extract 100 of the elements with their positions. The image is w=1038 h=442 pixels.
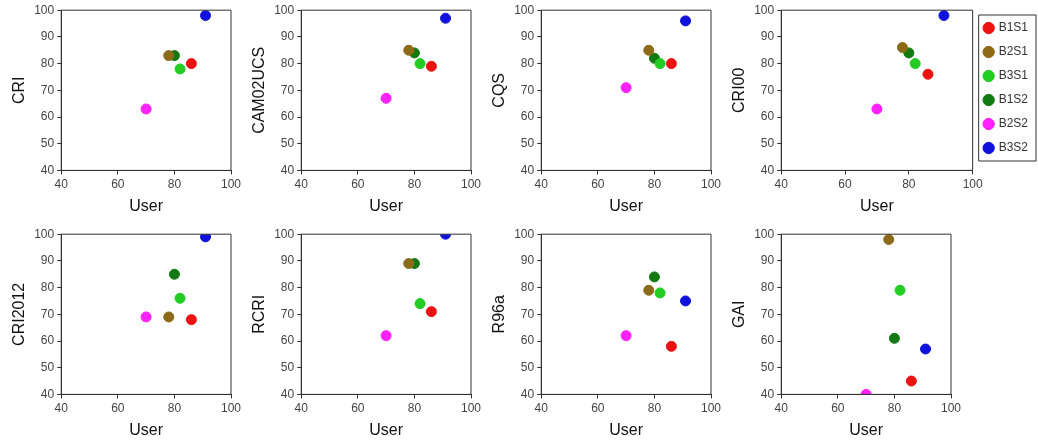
x-tick-label: 60 xyxy=(351,176,365,191)
point xyxy=(414,58,426,70)
point xyxy=(168,268,180,280)
point xyxy=(883,234,895,246)
point xyxy=(380,330,392,342)
x-tick-label: 60 xyxy=(111,176,125,191)
y-axis-title: CRI xyxy=(10,76,28,105)
x-tick-label: 100 xyxy=(700,400,722,415)
x-axis-title: User xyxy=(129,420,164,438)
point xyxy=(185,314,197,326)
y-tick-label: 80 xyxy=(280,55,295,70)
y-tick-label: 100 xyxy=(274,2,295,17)
point xyxy=(440,12,452,24)
x-tick-label: 60 xyxy=(591,400,605,415)
x-axis-title: User xyxy=(849,420,884,438)
point xyxy=(163,50,175,62)
y-tick-label: 70 xyxy=(280,82,295,97)
y-tick-label: 100 xyxy=(514,226,535,241)
y-tick-label: 60 xyxy=(760,109,775,124)
legend-label: B2S2 xyxy=(998,116,1029,131)
legend-label: B3S1 xyxy=(998,68,1029,83)
y-tick-label: 90 xyxy=(520,253,535,268)
legend-label: B2S1 xyxy=(998,44,1029,59)
y-tick-label: 40 xyxy=(760,386,775,401)
y-tick-label: 80 xyxy=(520,279,535,294)
x-tick-label: 40 xyxy=(54,400,69,415)
legend-label: B1S1 xyxy=(998,20,1029,35)
point xyxy=(163,311,175,323)
y-tick-label: 60 xyxy=(520,333,535,348)
y-tick-label: 50 xyxy=(40,136,55,151)
y-tick-label: 40 xyxy=(40,162,55,177)
x-tick-label: 100 xyxy=(700,176,722,191)
y-tick-label: 80 xyxy=(760,279,775,294)
y-tick-label: 70 xyxy=(520,306,535,321)
x-axis-title: User xyxy=(860,196,895,214)
y-tick-label: 90 xyxy=(760,29,775,44)
point xyxy=(425,60,437,72)
y-tick-label: 90 xyxy=(40,253,55,268)
point xyxy=(643,44,655,56)
y-tick-label: 100 xyxy=(754,2,775,17)
x-axis-title: User xyxy=(129,196,164,214)
x-tick-label: 100 xyxy=(940,400,962,415)
legend-label: B1S2 xyxy=(998,92,1029,107)
y-axis-title: CRI2012 xyxy=(10,282,28,346)
x-tick-label: 80 xyxy=(647,176,662,191)
point xyxy=(140,103,152,115)
y-axis-title: RCRI xyxy=(250,294,268,334)
y-tick-label: 50 xyxy=(280,136,295,151)
x-tick-label: 100 xyxy=(962,176,983,191)
y-tick-label: 90 xyxy=(520,29,535,44)
y-tick-label: 40 xyxy=(280,162,295,177)
x-tick-label: 100 xyxy=(460,400,482,415)
y-tick-label: 60 xyxy=(280,109,295,124)
x-tick-label: 40 xyxy=(54,176,69,191)
x-tick-label: 80 xyxy=(407,400,422,415)
x-tick-label: 80 xyxy=(647,400,662,415)
y-tick-label: 50 xyxy=(760,136,775,151)
x-tick-label: 80 xyxy=(407,176,422,191)
y-tick-label: 80 xyxy=(40,55,55,70)
point xyxy=(665,58,677,70)
point xyxy=(871,103,883,115)
point xyxy=(680,15,692,27)
point xyxy=(185,58,197,70)
x-tick-label: 40 xyxy=(294,400,309,415)
point xyxy=(938,10,950,22)
point xyxy=(909,58,921,70)
y-tick-label: 100 xyxy=(34,226,55,241)
y-tick-label: 40 xyxy=(280,386,295,401)
y-tick-label: 50 xyxy=(280,360,295,375)
x-tick-label: 80 xyxy=(887,400,902,415)
y-tick-label: 80 xyxy=(520,55,535,70)
point xyxy=(665,340,677,352)
point xyxy=(894,284,906,296)
y-tick-label: 100 xyxy=(34,2,55,17)
point xyxy=(888,332,900,344)
y-tick-label: 40 xyxy=(40,386,55,401)
x-tick-label: 60 xyxy=(351,400,365,415)
y-tick-label: 90 xyxy=(760,253,775,268)
x-tick-label: 60 xyxy=(591,176,605,191)
y-tick-label: 80 xyxy=(280,279,295,294)
x-tick-label: 40 xyxy=(294,176,309,191)
point xyxy=(654,287,666,299)
y-tick-label: 60 xyxy=(40,109,55,124)
y-tick-label: 70 xyxy=(520,82,535,97)
y-axis-title: CQS xyxy=(490,72,508,108)
y-tick-label: 90 xyxy=(40,29,55,44)
y-tick-label: 40 xyxy=(760,162,775,177)
y-tick-label: 80 xyxy=(760,55,775,70)
point xyxy=(920,343,932,355)
x-tick-label: 40 xyxy=(774,176,789,191)
point xyxy=(680,295,692,307)
x-tick-label: 100 xyxy=(220,176,242,191)
x-tick-label: 40 xyxy=(534,400,549,415)
point xyxy=(620,330,632,342)
point xyxy=(140,311,152,323)
x-tick-label: 80 xyxy=(167,176,182,191)
x-tick-label: 40 xyxy=(774,400,789,415)
x-tick-label: 60 xyxy=(838,176,853,191)
point xyxy=(174,292,186,304)
y-tick-label: 100 xyxy=(274,226,295,241)
